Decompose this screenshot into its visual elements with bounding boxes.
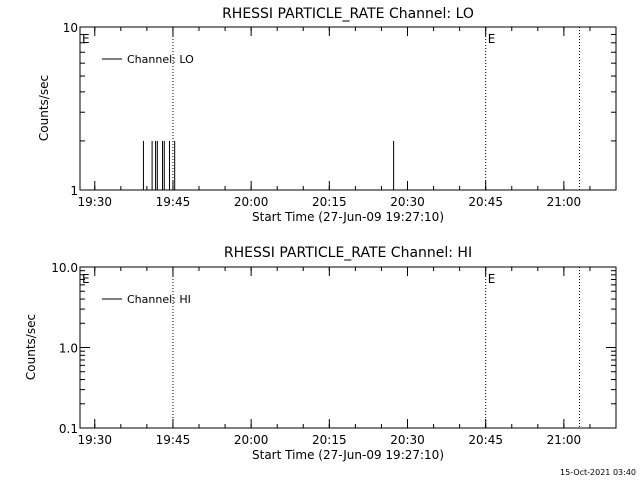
x-tick-label: 20:00 [234,195,269,209]
y-tick-label: 10.0 [51,261,78,275]
event-marker-label: E [82,272,90,286]
y-tick-label: 0.1 [59,422,78,436]
x-tick-label: 19:45 [156,433,191,447]
plot-frame [79,26,617,191]
chart-title: RHESSI PARTICLE_RATE Channel: LO [222,6,474,22]
x-tick-label: 20:00 [234,433,269,447]
chart-panel-lo: RHESSI PARTICLE_RATE Channel: LO 1 10 19:30… [37,6,617,224]
chart-panel-hi: RHESSI PARTICLE_RATE Channel: HI 0.1 1.0 10… [24,245,617,462]
chart-title: RHESSI PARTICLE_RATE Channel: HI [224,245,472,261]
event-marker-label: E [488,272,496,286]
x-tick-label: 21:00 [547,195,582,209]
x-tick-label: 20:15 [312,195,347,209]
plot-frame [79,266,617,429]
x-axis-label: Start Time (27-Jun-09 19:27:10) [252,448,444,462]
event-marker-label: E [82,32,90,46]
x-tick-label: 20:45 [468,433,503,447]
x-tick-label: 20:30 [390,433,425,447]
y-tick-label: 1.0 [59,342,78,356]
y-axis-label: Counts/sec [24,314,38,380]
legend-entry: Channel: LO [127,53,194,66]
x-tick-label: 19:30 [77,195,112,209]
x-tick-label: 20:45 [468,195,503,209]
x-axis-label: Start Time (27-Jun-09 19:27:10) [252,210,444,224]
y-axis-label: Counts/sec [37,75,51,141]
x-tick-label: 21:00 [547,433,582,447]
x-tick-label: 19:45 [156,195,191,209]
generation-timestamp: 15-Oct-2021 03:40 [560,468,636,477]
event-marker-label: E [488,32,496,46]
y-tick-label: 10 [63,21,78,35]
x-tick-label: 20:30 [390,195,425,209]
y-tick-label: 1 [70,184,78,198]
x-tick-label: 19:30 [77,433,112,447]
x-tick-label: 20:15 [312,433,347,447]
legend-entry: Channel: HI [127,293,191,306]
